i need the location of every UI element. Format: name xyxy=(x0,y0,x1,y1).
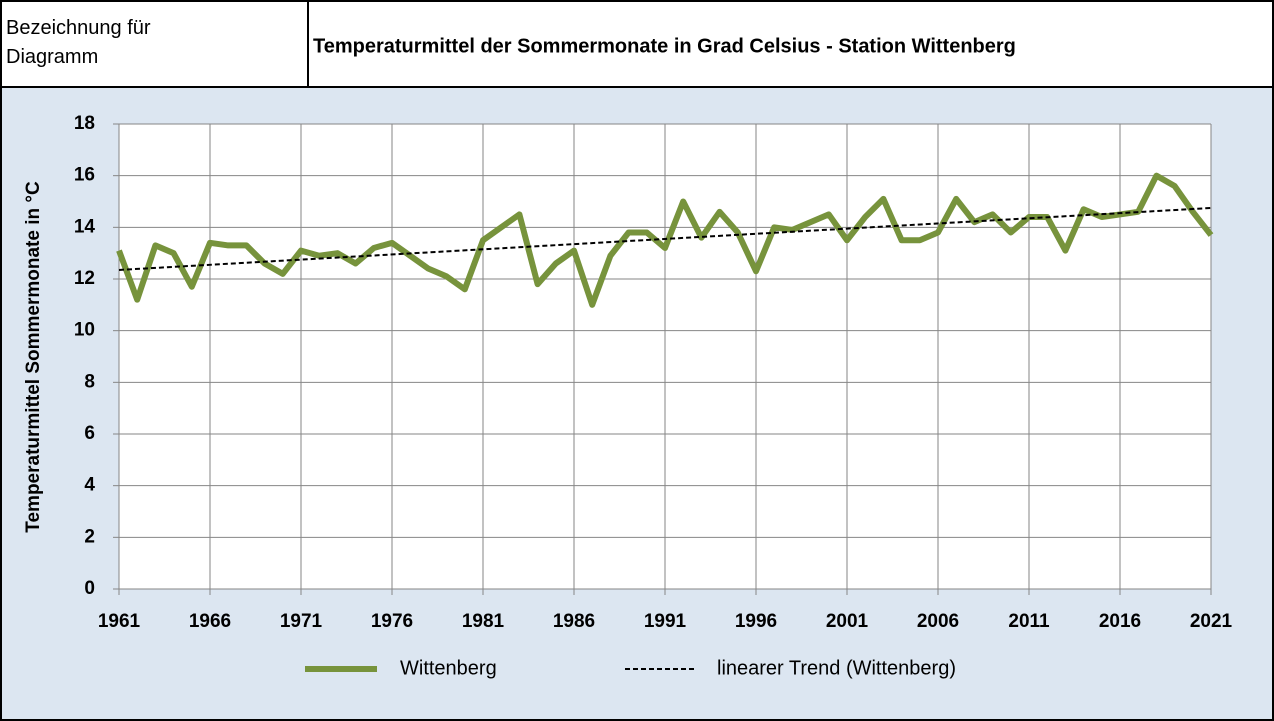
y-tick-label: 6 xyxy=(84,423,95,444)
x-tick-label: 1971 xyxy=(280,611,323,632)
y-tick-label: 16 xyxy=(74,165,95,186)
y-tick-label: 18 xyxy=(74,113,95,134)
legend-label: linearer Trend (Wittenberg) xyxy=(717,657,956,679)
y-tick-label: 14 xyxy=(74,216,96,237)
y-tick-label: 4 xyxy=(84,475,95,496)
y-axis-label: Temperaturmittel Sommermonate in °C xyxy=(23,181,44,533)
x-tick-label: 2006 xyxy=(917,611,959,632)
data-line xyxy=(118,206,1212,271)
x-tick-label: 1991 xyxy=(644,611,687,632)
x-tick-label: 2016 xyxy=(1099,611,1141,632)
data-line xyxy=(116,172,1214,308)
x-tick-label: 1981 xyxy=(462,611,505,632)
y-tick-label: 8 xyxy=(84,371,95,392)
y-tick-label: 2 xyxy=(84,526,95,547)
x-tick-label: 1961 xyxy=(98,611,141,632)
x-tick-label: 2011 xyxy=(1008,611,1050,632)
y-tick-label: 12 xyxy=(74,268,95,289)
chart-title: Temperaturmittel der Sommermonate in Gra… xyxy=(313,35,1016,57)
x-tick-label: 1966 xyxy=(189,611,231,632)
x-tick-label: 1996 xyxy=(735,611,777,632)
y-tick-label: 0 xyxy=(84,578,95,599)
x-tick-label: 1976 xyxy=(371,611,413,632)
x-tick-label: 2001 xyxy=(826,611,869,632)
x-tick-label: 2021 xyxy=(1190,611,1233,632)
x-tick-label: 1986 xyxy=(553,611,595,632)
header-label: Bezeichnung für Diagramm xyxy=(6,17,151,68)
y-tick-label: 10 xyxy=(74,320,95,341)
legend-label: Wittenberg xyxy=(400,657,497,679)
